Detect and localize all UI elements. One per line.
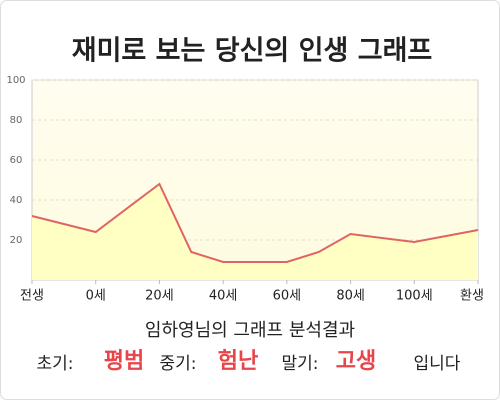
x-tick-label: 0세 bbox=[86, 289, 106, 304]
result-value: 고생 bbox=[336, 349, 376, 374]
y-tick-label: 40 bbox=[10, 195, 23, 206]
y-tick-label: 100 bbox=[6, 75, 25, 86]
area bbox=[32, 184, 478, 280]
x-tick-label: 20세 bbox=[145, 289, 174, 304]
result-label: 중기: bbox=[159, 354, 196, 374]
result-label: 초기: bbox=[36, 354, 73, 374]
x-tick-label: 환생 bbox=[460, 289, 484, 304]
x-tick-label: 40세 bbox=[209, 289, 238, 304]
x-tick-label: 80세 bbox=[336, 289, 365, 304]
x-tick-label: 전생 bbox=[20, 289, 44, 304]
line bbox=[31, 182, 479, 263]
result-value: 험난 bbox=[218, 348, 258, 374]
chart-title: 재미로 보는 당신의 인생 그래프 bbox=[72, 36, 433, 67]
result-heading: 임하영님의 그래프 분석결과 bbox=[145, 320, 355, 341]
y-tick-label: 20 bbox=[10, 235, 23, 246]
x-tick-label: 60세 bbox=[273, 289, 302, 304]
y-tick-label: 60 bbox=[10, 155, 23, 166]
result-ending: 입니다 bbox=[414, 354, 461, 374]
result-label: 말기: bbox=[281, 354, 318, 374]
y-tick-label: 80 bbox=[10, 115, 23, 126]
x-tick-label: 100세 bbox=[396, 289, 433, 304]
result-value: 평범 bbox=[104, 349, 144, 374]
